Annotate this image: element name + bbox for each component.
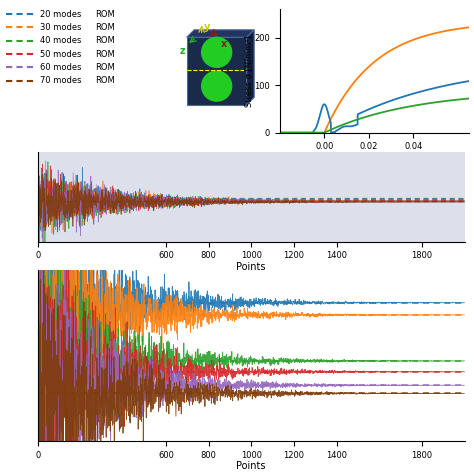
Text: ROM: ROM (95, 23, 115, 32)
Polygon shape (246, 30, 254, 105)
Text: ROM: ROM (95, 50, 115, 58)
Text: ROM: ROM (95, 63, 115, 72)
Text: z: z (179, 46, 185, 56)
Text: x: x (221, 39, 228, 49)
Y-axis label: Stress σ [N/mm²]: Stress σ [N/mm²] (244, 35, 253, 107)
X-axis label: Points: Points (237, 262, 266, 272)
Text: 60 modes: 60 modes (40, 63, 82, 72)
Text: 40 modes: 40 modes (40, 36, 82, 45)
Text: ROM: ROM (95, 10, 115, 18)
Text: 50 modes: 50 modes (40, 50, 82, 58)
Text: ROM: ROM (95, 36, 115, 45)
X-axis label: Points: Points (237, 461, 266, 471)
Circle shape (201, 71, 232, 101)
Text: 20 modes: 20 modes (40, 10, 82, 18)
Polygon shape (187, 30, 254, 37)
Circle shape (201, 37, 232, 67)
Text: ROM: ROM (95, 76, 115, 85)
Text: y: y (204, 22, 210, 32)
FancyBboxPatch shape (187, 37, 246, 105)
Text: 70 modes: 70 modes (40, 76, 82, 85)
Text: 30 modes: 30 modes (40, 23, 82, 32)
